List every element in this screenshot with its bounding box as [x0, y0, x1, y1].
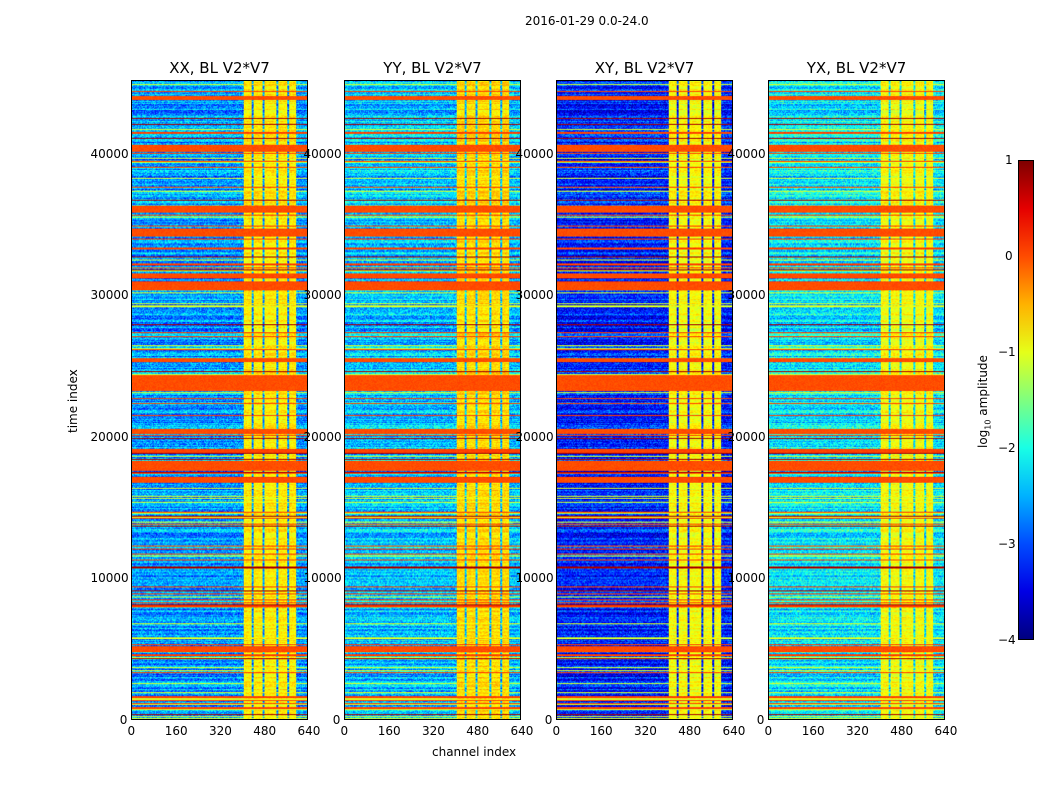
y-axis-label: time index	[66, 369, 80, 433]
y-tick-label: 0	[544, 713, 553, 727]
x-tick-label: 640	[934, 724, 958, 738]
x-tick-label: 160	[589, 724, 613, 738]
colorbar-tick-label: −2	[998, 441, 1016, 455]
colorbar-tick-label: −1	[998, 345, 1016, 359]
y-tick-label: 40000	[515, 146, 554, 161]
x-tick-label: 480	[253, 724, 277, 738]
colorbar-tick-label: −3	[998, 537, 1016, 551]
x-tick-label: 480	[678, 724, 702, 738]
x-tick-label: 320	[209, 724, 232, 738]
panel-title-2: YY, BL V2*V7	[383, 59, 482, 77]
waterfall-panel-4	[768, 80, 945, 720]
colorbar-tick-label: 0	[1005, 249, 1013, 263]
y-tick-label: 0	[119, 713, 128, 727]
colorbar-tick-label: −4	[998, 633, 1016, 647]
panel-title-3: XY, BL V2*V7	[594, 59, 695, 77]
y-tick-label: 40000	[90, 146, 129, 161]
y-tick-label: 10000	[303, 571, 342, 586]
y-tick-label: 30000	[303, 288, 342, 303]
y-tick-label: 10000	[515, 571, 554, 586]
colorbar-tick-label: 1	[1005, 153, 1013, 167]
y-tick-label: 30000	[727, 288, 766, 303]
y-tick-label: 20000	[303, 429, 342, 444]
y-tick-label: 10000	[90, 571, 129, 586]
waterfall-panel-1	[131, 80, 308, 720]
waterfall-panel-2	[344, 80, 521, 720]
y-tick-label: 0	[756, 713, 765, 727]
y-tick-label: 10000	[727, 571, 766, 586]
panel-title-1: XX, BL V2*V7	[169, 59, 270, 77]
x-tick-label: 640	[510, 724, 534, 738]
x-tick-label: 320	[634, 724, 657, 738]
x-tick-label: 480	[890, 724, 914, 738]
x-tick-label: 160	[801, 724, 825, 738]
y-tick-label: 20000	[515, 429, 554, 444]
x-tick-label: 160	[164, 724, 188, 738]
x-tick-label: 0	[764, 724, 773, 738]
panel-title-4: YX, BL V2*V7	[806, 59, 907, 77]
x-tick-label: 640	[297, 724, 321, 738]
x-tick-label: 320	[846, 724, 869, 738]
x-tick-label: 0	[340, 724, 349, 738]
x-tick-label: 0	[552, 724, 561, 738]
x-tick-label: 0	[127, 724, 136, 738]
y-tick-label: 40000	[303, 146, 342, 161]
waterfall-panel-3	[556, 80, 733, 720]
y-tick-label: 20000	[727, 429, 766, 444]
x-tick-label: 640	[722, 724, 746, 738]
colorbar-label: log10 amplitude	[976, 355, 993, 448]
y-tick-label: 40000	[727, 146, 766, 161]
y-tick-label: 20000	[90, 429, 129, 444]
x-tick-label: 160	[377, 724, 401, 738]
x-tick-label: 480	[466, 724, 490, 738]
x-axis-label: channel index	[432, 745, 517, 759]
figure-title: 2016-01-29 0.0-24.0	[525, 14, 649, 28]
x-tick-label: 320	[422, 724, 445, 738]
colorbar	[1018, 160, 1034, 640]
y-tick-label: 0	[332, 713, 341, 727]
y-tick-label: 30000	[515, 288, 554, 303]
y-tick-label: 30000	[90, 288, 129, 303]
